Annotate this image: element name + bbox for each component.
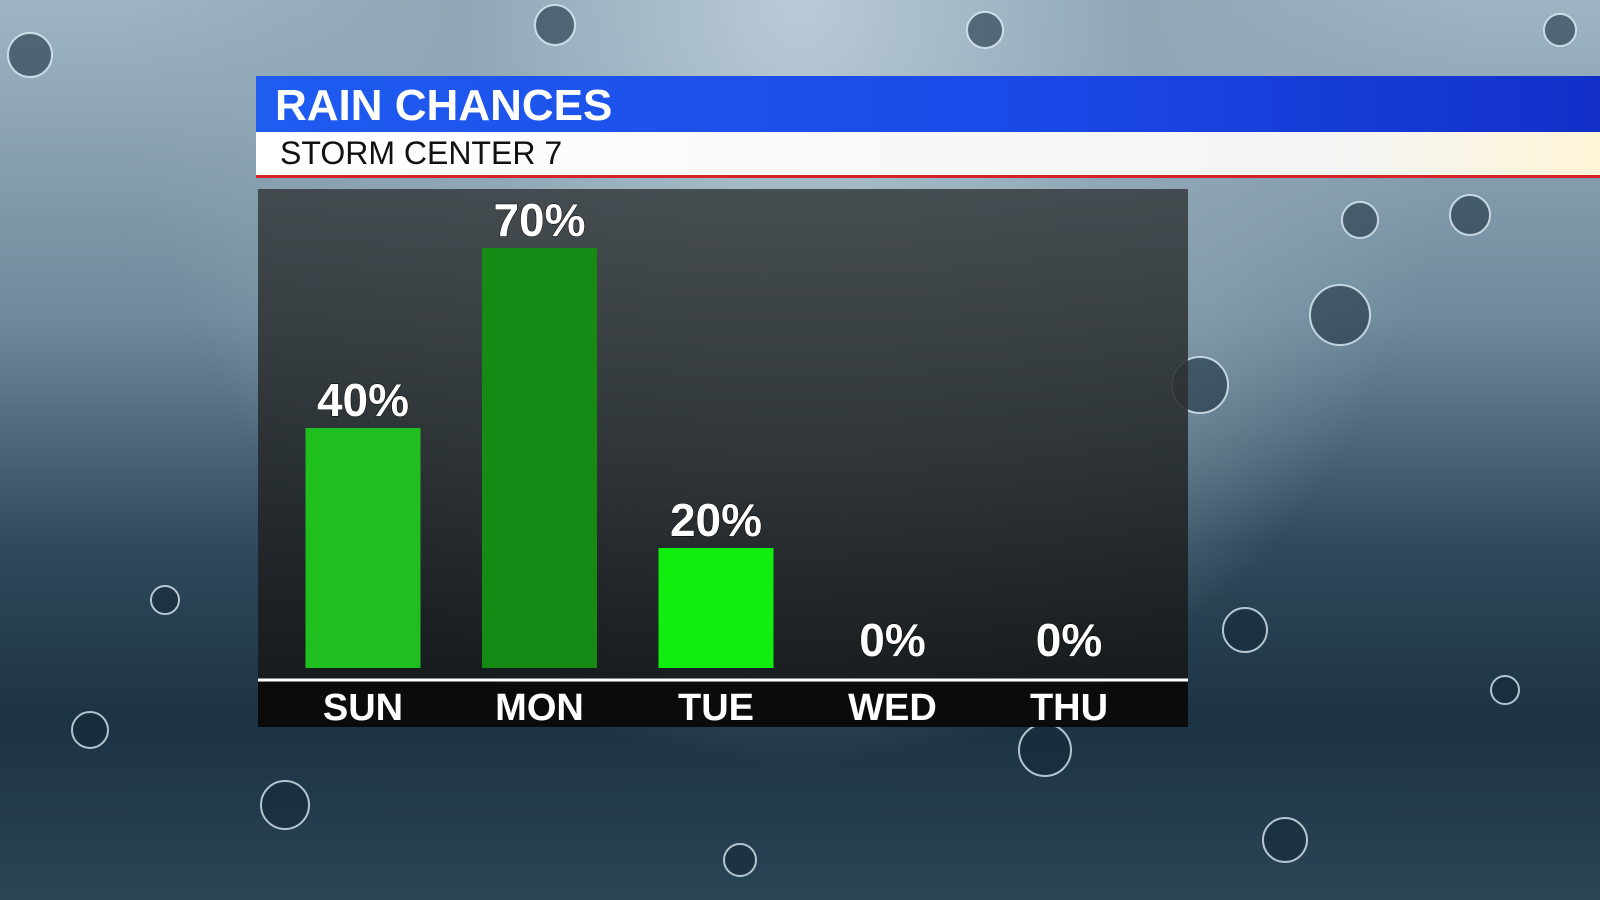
accent-line xyxy=(256,175,1600,178)
x-tick-label: WED xyxy=(848,687,937,729)
label-strip xyxy=(258,682,1188,727)
x-tick-label: MON xyxy=(495,687,584,729)
raindrops xyxy=(7,4,1577,877)
subtitle-band xyxy=(256,132,1600,175)
raindrop xyxy=(1222,607,1268,653)
raindrop xyxy=(1490,675,1520,705)
x-tick-label: TUE xyxy=(678,687,754,729)
chart-title: RAIN CHANCES xyxy=(275,81,612,130)
raindrop xyxy=(1309,284,1371,346)
bar xyxy=(305,428,421,668)
value-label: 0% xyxy=(859,614,925,666)
x-tick-label: THU xyxy=(1030,687,1108,729)
raindrop xyxy=(966,11,1004,49)
raindrop xyxy=(723,843,757,877)
raindrop xyxy=(71,711,109,749)
title-band xyxy=(256,76,1600,132)
value-label: 70% xyxy=(493,194,585,246)
x-tick-label: SUN xyxy=(323,687,403,729)
raindrop xyxy=(1262,817,1308,863)
chart-subtitle: STORM CENTER 7 xyxy=(280,135,562,171)
value-label: 40% xyxy=(317,374,409,426)
raindrop xyxy=(1543,13,1577,47)
value-label: 20% xyxy=(670,494,762,546)
value-label: 0% xyxy=(1036,614,1102,666)
raindrop xyxy=(1018,723,1072,777)
raindrop xyxy=(534,4,576,46)
raindrop xyxy=(7,32,53,78)
raindrop xyxy=(1341,201,1379,239)
raindrop xyxy=(260,780,310,830)
bar xyxy=(658,548,774,668)
bar xyxy=(482,248,597,668)
raindrop xyxy=(150,585,180,615)
raindrop xyxy=(1449,194,1491,236)
